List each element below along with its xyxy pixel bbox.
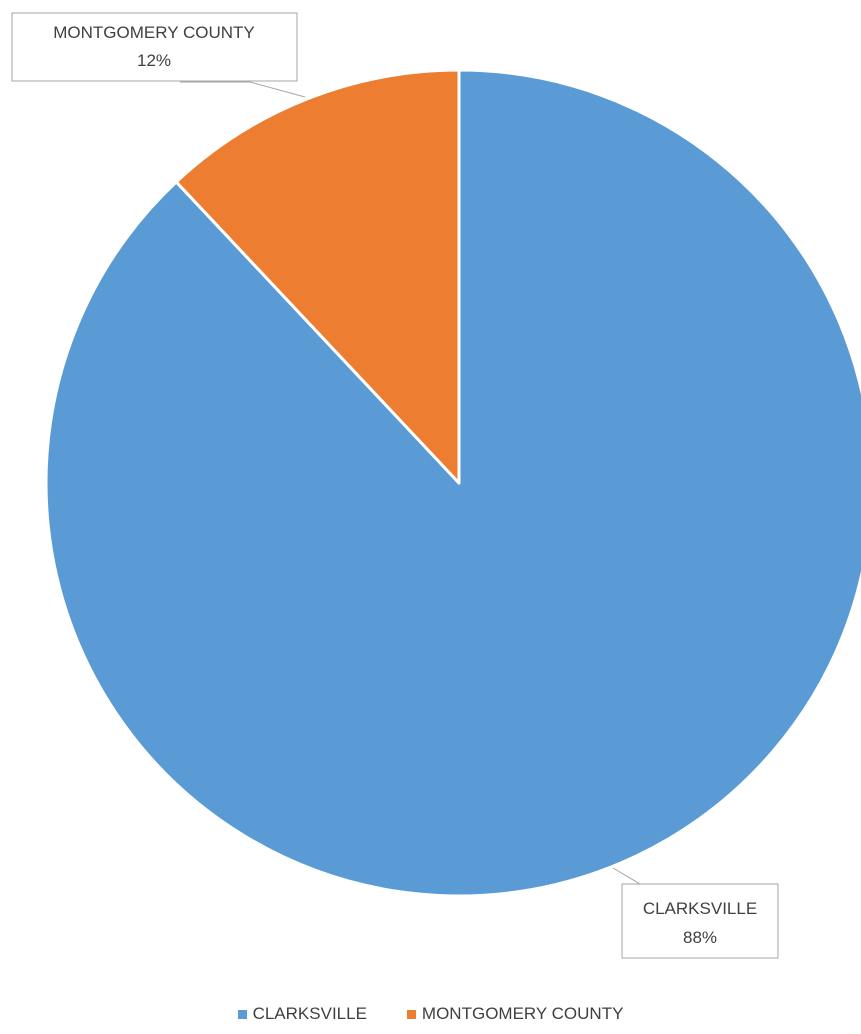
pie-slice-clarksville: [44, 68, 861, 898]
data-label-category: MONTGOMERY COUNTY: [53, 23, 255, 42]
data-label-value: 88%: [683, 928, 717, 947]
data-label-montgomery-county: MONTGOMERY COUNTY 12%: [11, 12, 306, 98]
legend: CLARKSVILLE MONTGOMERY COUNTY: [0, 1001, 861, 1027]
leader-line-montgomery-county: [180, 81, 306, 98]
data-label-category: CLARKSVILLE: [643, 899, 757, 918]
data-label-clarksville: CLARKSVILLE 88%: [612, 867, 779, 959]
callout-box-clarksville: [621, 883, 779, 959]
pie-slice-montgomery-county: [174, 68, 461, 485]
legend-item-clarksville: CLARKSVILLE: [237, 1004, 367, 1024]
data-label-value: 12%: [137, 51, 171, 70]
legend-label: CLARKSVILLE: [252, 1004, 367, 1023]
legend-label: MONTGOMERY COUNTY: [421, 1004, 624, 1023]
legend-swatch-montgomery-county: [406, 1009, 416, 1019]
leader-line-clarksville: [612, 867, 700, 885]
legend-item-montgomery-county: MONTGOMERY COUNTY: [406, 1004, 624, 1024]
pie-slices: [44, 68, 861, 898]
legend-swatch-clarksville: [237, 1009, 247, 1019]
callout-box-montgomery-county: [11, 12, 298, 82]
